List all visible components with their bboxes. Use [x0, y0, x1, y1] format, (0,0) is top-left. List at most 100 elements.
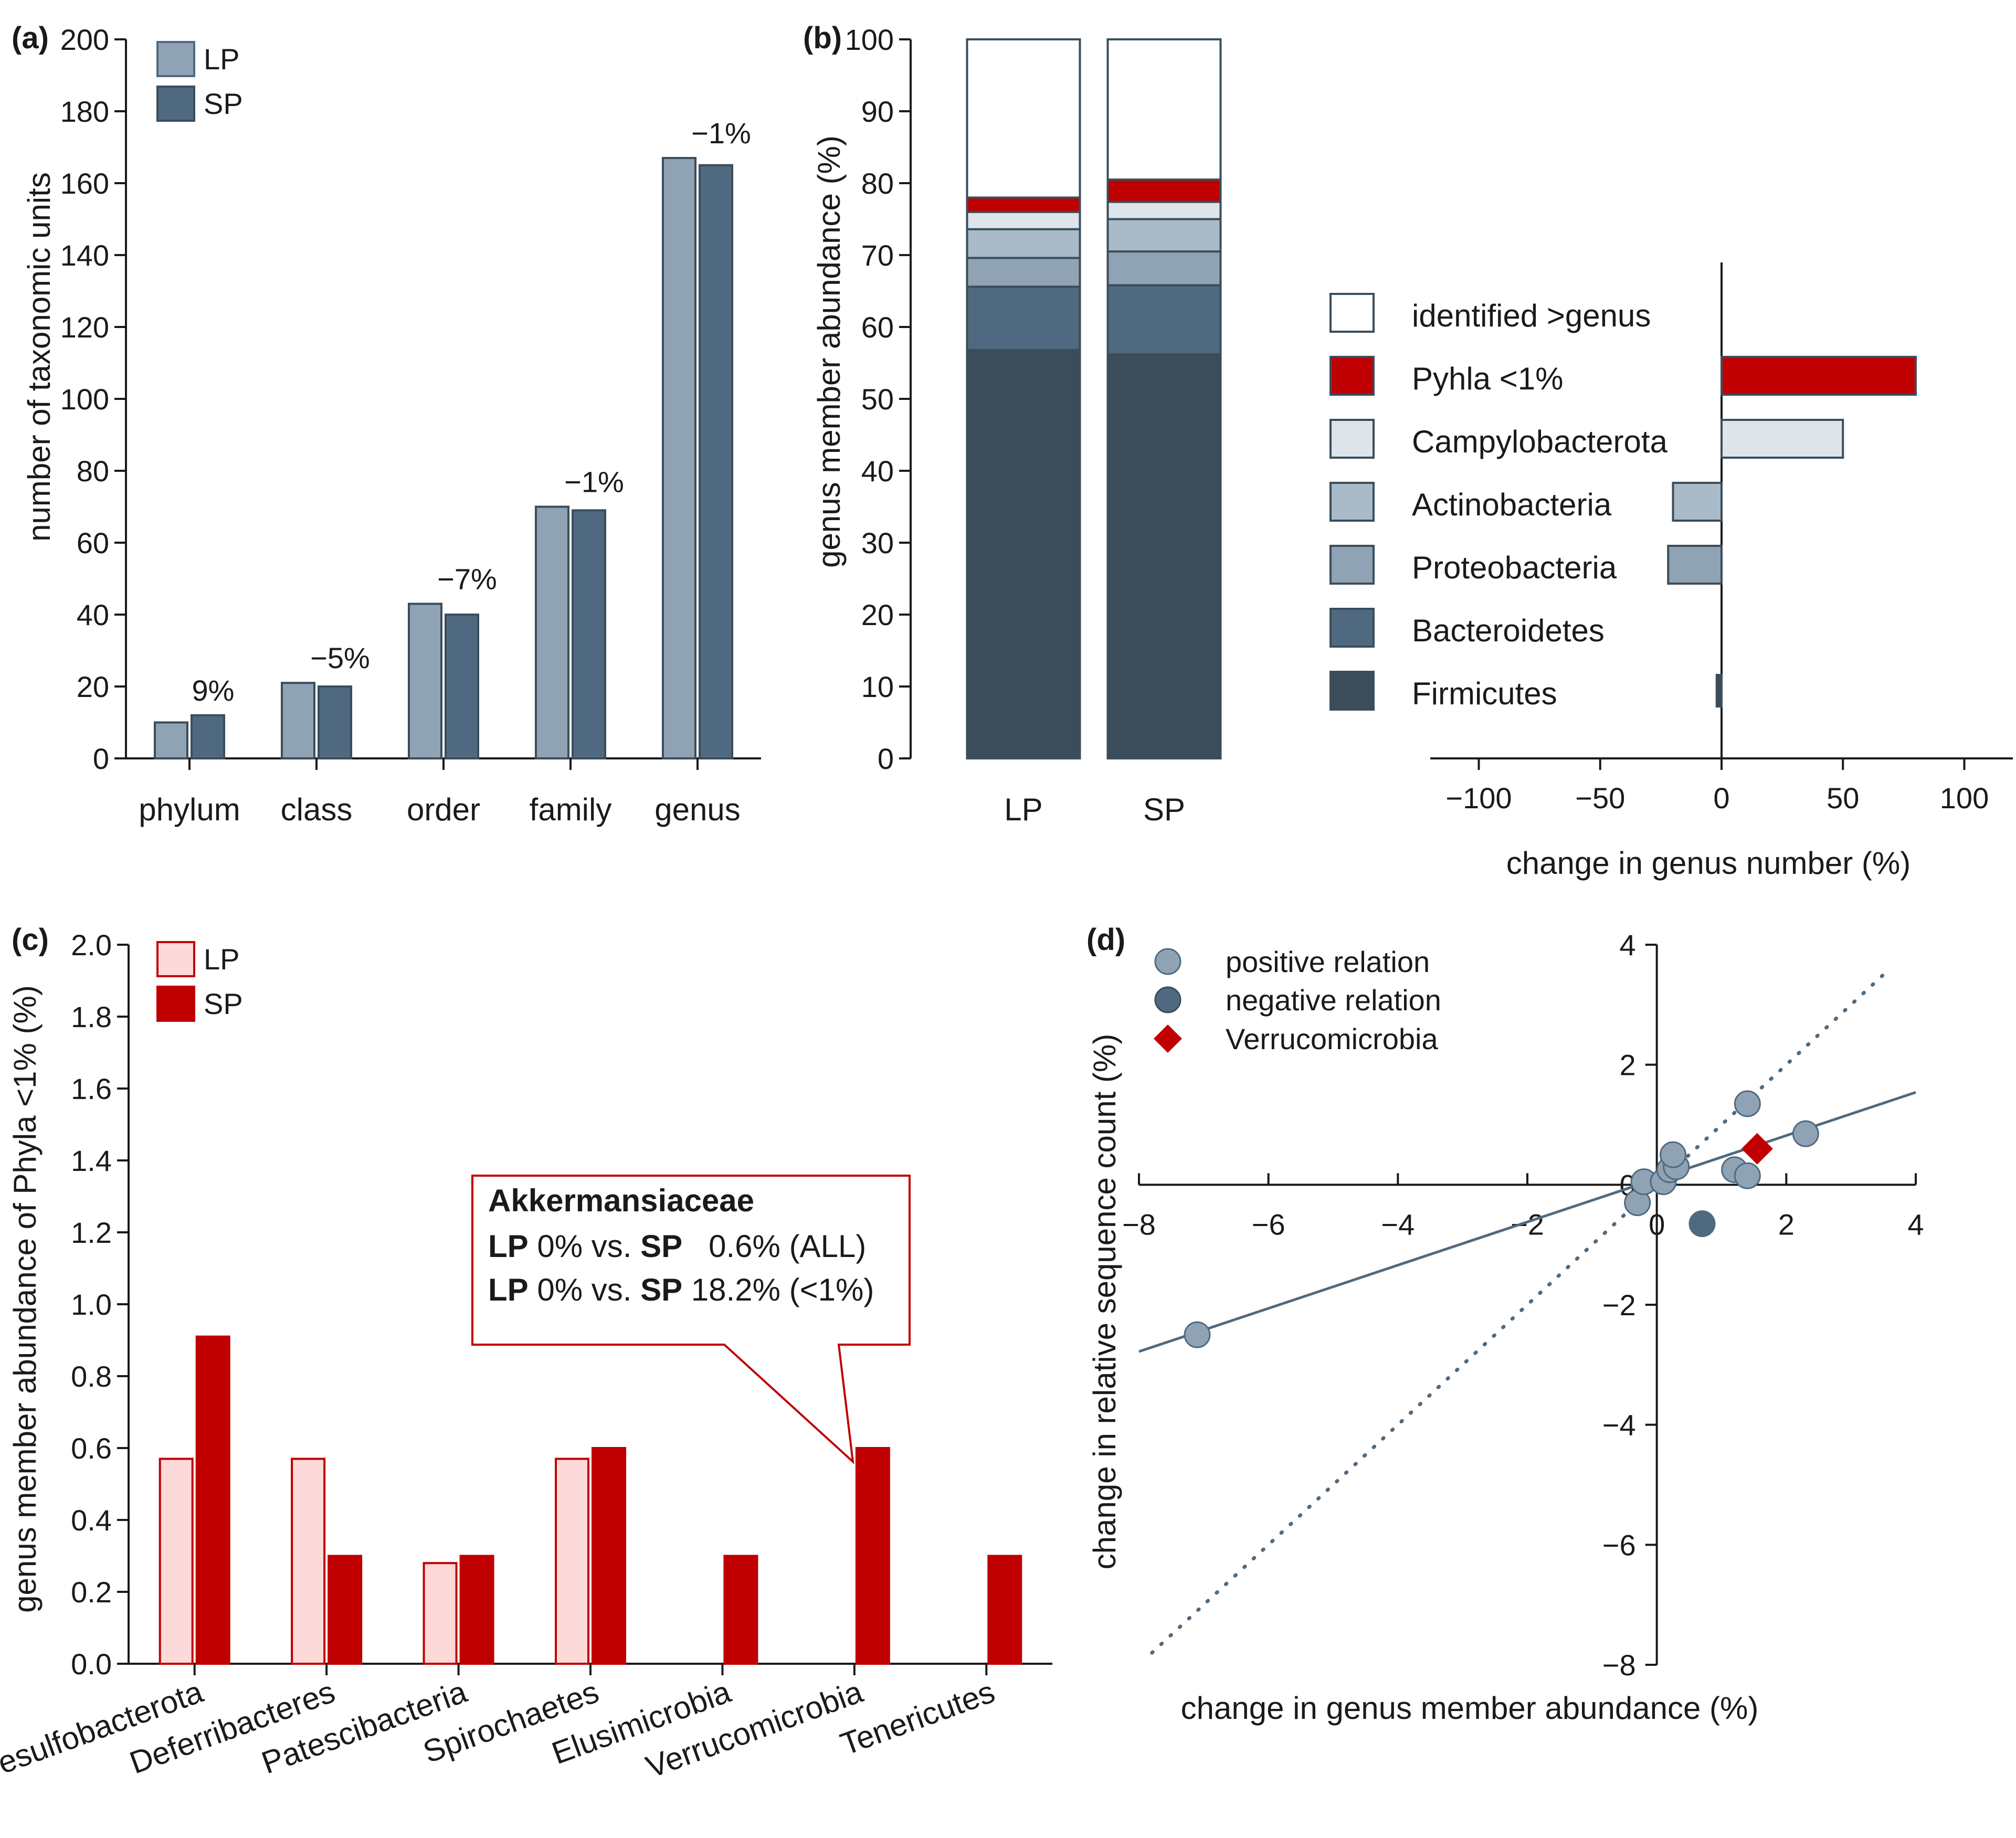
panel-a-x-tick-label: class — [281, 792, 353, 827]
legend-label-sp-c: SP — [204, 987, 243, 1020]
panel-c-bar-lp-spirochaetes — [555, 1457, 589, 1665]
panel-a-bar-lp-phylum — [154, 721, 188, 759]
panel-d-y-tick-label: 2 — [1620, 1049, 1636, 1082]
panel-c-bar-sp-spirochaetes — [592, 1447, 626, 1665]
callout-title: Akkermansiaceae — [488, 1183, 754, 1218]
panel-b-y-tick-label: 90 — [861, 95, 894, 128]
panel-a-bar-sp-family — [572, 509, 606, 759]
panel-b-segment-actinobacteria-lp — [966, 228, 1081, 259]
panel-c-y-tick-label: 0.2 — [71, 1576, 112, 1609]
panel-d-point-positiverelation — [1792, 1120, 1819, 1147]
callout-box — [471, 1175, 911, 1465]
panel-b-legend: identified >genus Pyhla <1% Campylobacte… — [1329, 293, 1668, 711]
callout-line-1: LP 0% vs. SP 0.6% (ALL) — [488, 1229, 866, 1264]
panel-c-bar-sp-tenericutes — [987, 1555, 1022, 1665]
panel-c-bar-sp-desulfobacterota — [195, 1335, 230, 1665]
panel-b-segment-identifiedgenus-sp — [1106, 38, 1222, 181]
legend-label-lp: LP — [204, 43, 240, 76]
panel-d-xlabel: change in genus member abundance (%) — [1181, 1691, 1759, 1726]
panel-a-label: (a) — [12, 21, 49, 55]
panel-b-segment-identifiedgenus-lp — [966, 38, 1081, 199]
plot-area: 020406080100120140160180200phylum9%class… — [0, 23, 2013, 1788]
panel-b2-x-tick-label: 50 — [1827, 781, 1859, 815]
panel-a-y-tick-label: 0 — [93, 742, 109, 775]
panel-d-fit-line — [1138, 1091, 1916, 1353]
panel-b-y-tick-label: 100 — [845, 23, 894, 56]
panel-b-ylabel: genus member abundance (%) — [811, 135, 847, 568]
panel-c-y-tick-label: 1.6 — [71, 1072, 112, 1105]
legend-swatch-lp — [156, 41, 195, 77]
panel-b2-x-tick-label: −50 — [1575, 781, 1625, 815]
panel-d-point-verrucomicrobia — [1741, 1133, 1773, 1165]
akkermansiaceae-callout: Akkermansiaceae LP 0% vs. SP 0.6% (ALL) … — [471, 1175, 911, 1465]
panel-c-bar-lp-deferribacteres — [291, 1457, 326, 1665]
panel-c-y-tick-label: 0.4 — [71, 1504, 112, 1537]
panel-a-x-tick-label: order — [407, 792, 480, 827]
legend-label-firmicutes: Firmicutes — [1412, 676, 1557, 711]
panel-a-x-tick-label: family — [530, 792, 612, 827]
panel-a-x-tick-label: genus — [655, 792, 740, 827]
panel-b-y-tick-label: 0 — [878, 742, 894, 775]
panel-b-y-tick-label: 50 — [861, 383, 894, 416]
callout-line-2-lp: LP — [488, 1272, 529, 1307]
panel-d-point-positiverelation — [1734, 1090, 1761, 1117]
panel-b2-bar-proteobacteria — [1667, 545, 1723, 585]
panel-b-segment-proteobacteria-lp — [966, 257, 1081, 288]
panel-c-x-tick-label: Tenericutes — [836, 1674, 999, 1762]
legend-label-lp-c: LP — [204, 943, 240, 976]
panel-a-bar-sp-class — [318, 685, 352, 759]
panel-d-y-tick-label: −8 — [1602, 1649, 1636, 1682]
panel-a-y-tick-label: 20 — [77, 670, 109, 703]
panel-d-identity-line — [1150, 967, 1892, 1655]
panel-a-change-label: 9% — [192, 674, 235, 707]
panel-b-x-tick-label: SP — [1143, 792, 1185, 827]
panel-c-label: (c) — [12, 923, 49, 957]
panel-c-y-tick-label: 1.0 — [71, 1288, 112, 1321]
panel-a-bar-lp-class — [281, 682, 315, 760]
panel-d-point-positiverelation — [1184, 1321, 1211, 1348]
panel-a-bar-lp-family — [535, 505, 569, 759]
panel-c-bar-sp-patescibacteria — [459, 1555, 494, 1665]
panel-d-y-tick-label: −2 — [1602, 1288, 1636, 1322]
panel-b-y-tick-label: 30 — [861, 526, 894, 559]
panel-b2-x-tick-label: 0 — [1713, 781, 1729, 815]
callout-line-2-sp-text: 18.2% (<1%) — [682, 1272, 874, 1307]
panel-d-y-tick-label: 4 — [1620, 928, 1636, 962]
panel-a-y-tick-label: 140 — [60, 239, 109, 272]
panel-d-legend: positive relation negative relation Verr… — [1154, 945, 1441, 1055]
panel-c-bar-lp-desulfobacterota — [159, 1457, 194, 1665]
panel-c-y-tick-label: 1.4 — [71, 1144, 112, 1177]
panel-c-bar-lp-patescibacteria — [423, 1562, 458, 1665]
legend-label-verrucomicrobia: Verrucomicrobia — [1226, 1022, 1438, 1055]
panel-b2-bar-firmicutes — [1715, 674, 1723, 707]
panel-d-point-negativerelation — [1688, 1210, 1716, 1238]
panel-c-x-tick-label: Verrucomicrobia — [641, 1674, 868, 1784]
panel-b2-xlabel: change in genus number (%) — [1506, 846, 1911, 881]
panel-d-ylabel: change in relative sequence count (%) — [1087, 1034, 1122, 1570]
panel-b2-x-tick-label: −100 — [1445, 781, 1512, 815]
legend-marker-verrucomicrobia — [1154, 1024, 1182, 1053]
callout-line-2: LP 0% vs. SP 18.2% (<1%) — [488, 1272, 874, 1307]
panel-c-y-tick-label: 2.0 — [71, 928, 112, 962]
panel-b-label: (b) — [803, 21, 842, 55]
legend-swatch-sp-c — [156, 986, 195, 1022]
panel-b-segment-campylobacterota-lp — [966, 210, 1081, 230]
panel-a-bar-sp-genus — [699, 164, 733, 759]
legend-label-negative: negative relation — [1226, 984, 1441, 1017]
legend-label-sp: SP — [204, 87, 243, 120]
panel-c-bar-sp-verrucomicrobia — [855, 1447, 890, 1665]
panel-c-y-tick-label: 1.2 — [71, 1216, 112, 1249]
panel-a-x-tick-label: phylum — [139, 792, 240, 827]
legend-label-positive: positive relation — [1226, 945, 1430, 978]
panel-b-x-tick-label: LP — [1004, 792, 1042, 827]
panel-a-legend: LP SP — [156, 41, 243, 122]
legend-label-actinobacteria: Actinobacteria — [1412, 487, 1612, 522]
panel-b-y-tick-label: 40 — [861, 455, 894, 488]
panel-d-x-tick-label: −6 — [1252, 1208, 1285, 1241]
panel-b-y-tick-label: 60 — [861, 311, 894, 344]
panel-b-y-tick-label: 80 — [861, 167, 894, 200]
panel-b-segment-pyhla-lp — [966, 196, 1081, 213]
panel-a-change-label: −1% — [564, 466, 624, 499]
panel-b-segment-firmicutes-sp — [1106, 353, 1222, 759]
